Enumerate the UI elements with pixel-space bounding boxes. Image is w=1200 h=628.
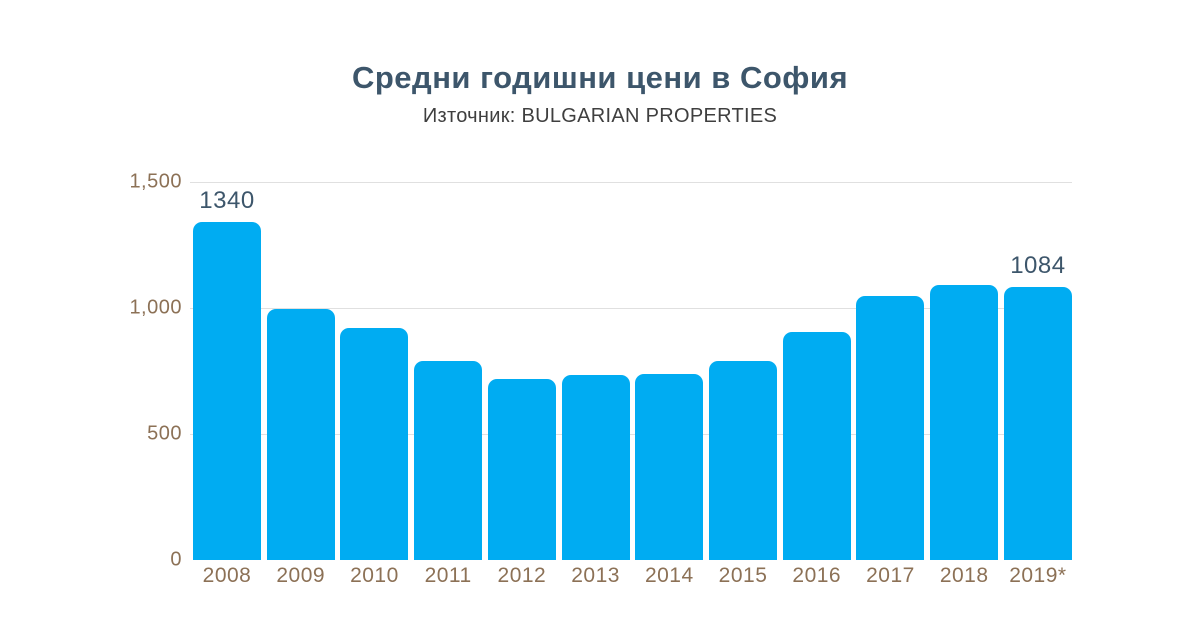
- chart-title: Средни годишни цени в София: [351, 60, 849, 95]
- y-axis-labels: 0 500 1,000 1,500: [0, 171, 186, 571]
- bar-2010: [340, 328, 409, 560]
- gridline-1500: [190, 182, 1072, 183]
- x-tick-label-2009: 2009: [276, 564, 326, 587]
- bar-2011: [414, 360, 483, 560]
- bar-2018: [930, 284, 999, 560]
- x-tick-label-2019*: 2019*: [1009, 564, 1067, 587]
- bar-2012: [487, 378, 556, 560]
- bar-value-label: 1084: [1010, 251, 1066, 279]
- y-tick-label: 1,500: [129, 170, 182, 193]
- x-tick-label-2012: 2012: [497, 564, 547, 587]
- bar-2009: [266, 309, 335, 560]
- chart-subtitle: Източник: BULGARIAN PROPERTIES: [422, 105, 778, 127]
- bar-2015: [709, 360, 778, 560]
- bar-2013: [561, 374, 630, 560]
- y-tick-label: 1,000: [129, 296, 182, 319]
- bar-2016: [782, 331, 851, 560]
- bar-2017: [856, 296, 925, 560]
- bar-value-label: 1340: [199, 187, 255, 215]
- y-tick-label: 500: [147, 422, 182, 445]
- gridline-500: [190, 434, 1072, 435]
- x-tick-label-2018: 2018: [939, 564, 989, 587]
- plot-area: 1340 1084: [190, 182, 1072, 560]
- x-tick-label-2010: 2010: [350, 564, 399, 587]
- chart-header: Средни годишни цени в София Източник: BU…: [0, 60, 1200, 128]
- bar-2008: 1340: [193, 187, 261, 560]
- x-tick-label-2017: 2017: [866, 564, 915, 587]
- x-axis-labels: 2008 2009 2010 2011 2012 2013 2014 2015 2016 2017…: [193, 564, 1072, 588]
- x-tick-label-2016: 2016: [792, 564, 842, 587]
- x-tick-label-2013: 2013: [571, 564, 620, 587]
- gridline-1000: [190, 308, 1072, 309]
- bar-2014: [635, 373, 704, 560]
- x-tick-label-2008: 2008: [202, 564, 252, 587]
- y-tick-label: 0: [170, 548, 182, 571]
- x-tick-label-2014: 2014: [644, 564, 694, 587]
- bar-2019*: 1084: [1003, 252, 1072, 560]
- x-tick-label-2015: 2015: [718, 564, 768, 587]
- bar-series: 1340 1084: [193, 182, 1072, 560]
- x-tick-label-2011: 2011: [424, 564, 472, 587]
